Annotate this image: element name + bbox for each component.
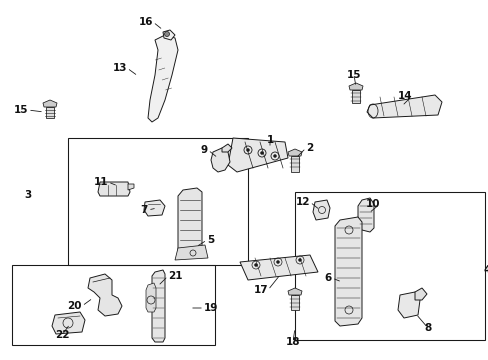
- Text: 4: 4: [482, 265, 488, 275]
- Circle shape: [298, 258, 301, 261]
- Polygon shape: [312, 200, 329, 220]
- Polygon shape: [98, 182, 130, 196]
- Text: 16: 16: [138, 17, 153, 27]
- Text: 1: 1: [266, 135, 273, 145]
- Polygon shape: [366, 95, 441, 118]
- Text: 19: 19: [203, 303, 218, 313]
- Text: 12: 12: [295, 197, 309, 207]
- Polygon shape: [175, 245, 207, 260]
- Circle shape: [254, 264, 257, 266]
- Text: 17: 17: [253, 285, 267, 295]
- Polygon shape: [152, 270, 164, 342]
- Polygon shape: [348, 83, 362, 90]
- Text: 13: 13: [112, 63, 127, 73]
- Polygon shape: [52, 312, 85, 334]
- Polygon shape: [240, 255, 317, 280]
- Text: 15: 15: [346, 70, 361, 80]
- Circle shape: [260, 152, 263, 154]
- Text: 8: 8: [424, 323, 431, 333]
- Polygon shape: [290, 156, 298, 172]
- Text: 3: 3: [24, 190, 32, 200]
- Text: 20: 20: [67, 301, 82, 311]
- Text: 11: 11: [93, 177, 108, 187]
- Bar: [12, 265, 215, 345]
- Polygon shape: [178, 188, 202, 256]
- Text: 5: 5: [206, 235, 214, 245]
- Polygon shape: [414, 288, 426, 300]
- Polygon shape: [46, 107, 54, 118]
- Polygon shape: [287, 149, 302, 156]
- Polygon shape: [287, 288, 302, 295]
- Polygon shape: [146, 283, 156, 312]
- Polygon shape: [351, 90, 359, 103]
- Polygon shape: [143, 200, 164, 216]
- Polygon shape: [43, 100, 57, 107]
- Circle shape: [273, 154, 276, 158]
- Text: 15: 15: [14, 105, 28, 115]
- Polygon shape: [334, 217, 361, 326]
- Text: 2: 2: [305, 143, 313, 153]
- Text: 7: 7: [141, 205, 148, 215]
- Text: 14: 14: [397, 91, 411, 101]
- Text: 9: 9: [201, 145, 207, 155]
- Text: 18: 18: [285, 337, 300, 347]
- Text: 10: 10: [365, 199, 379, 209]
- Polygon shape: [210, 148, 229, 172]
- Bar: [68, 138, 247, 265]
- Polygon shape: [88, 274, 122, 316]
- Polygon shape: [290, 295, 298, 310]
- Circle shape: [246, 148, 249, 152]
- Polygon shape: [163, 30, 175, 40]
- Polygon shape: [357, 198, 373, 232]
- Polygon shape: [148, 35, 178, 122]
- Polygon shape: [222, 144, 231, 152]
- Text: 6: 6: [324, 273, 331, 283]
- Bar: [294, 192, 484, 340]
- Text: 22: 22: [55, 330, 69, 340]
- Polygon shape: [227, 138, 287, 172]
- Polygon shape: [128, 184, 134, 190]
- Circle shape: [164, 31, 169, 36]
- Circle shape: [276, 261, 279, 264]
- Text: 21: 21: [168, 271, 182, 281]
- Polygon shape: [397, 292, 419, 318]
